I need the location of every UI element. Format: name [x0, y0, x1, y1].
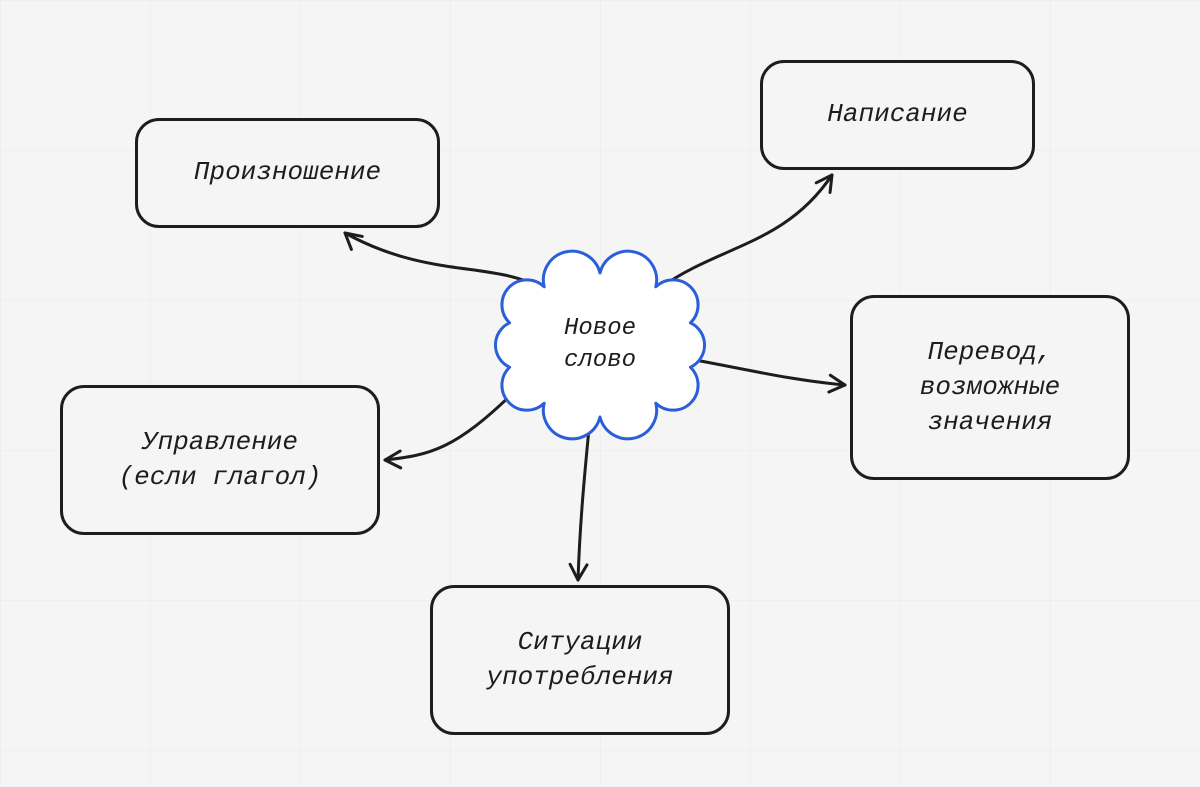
center-node-label: Новое слово	[505, 273, 695, 417]
node-translation: Перевод, возможные значения	[850, 295, 1130, 480]
node-spelling: Написание	[760, 60, 1035, 170]
diagram-canvas: Произношение Написание Управление (если гл…	[0, 0, 1200, 787]
node-government: Управление (если глагол)	[60, 385, 380, 535]
node-usage: Ситуации употребления	[430, 585, 730, 735]
node-pronunciation: Произношение	[135, 118, 440, 228]
